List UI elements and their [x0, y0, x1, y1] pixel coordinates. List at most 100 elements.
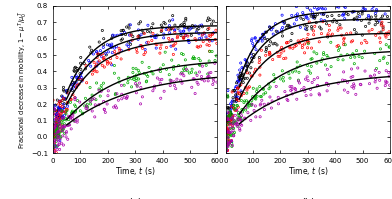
- Point: [54, 116, 60, 119]
- Point: [234, 117, 241, 120]
- Point: [71, 111, 77, 114]
- Point: [178, 23, 185, 26]
- Point: [258, 49, 265, 52]
- Point: [297, 26, 303, 29]
- Point: [224, 140, 230, 143]
- Point: [178, 79, 184, 82]
- Point: [101, 56, 107, 59]
- Point: [242, 117, 248, 120]
- Point: [169, 59, 175, 62]
- Point: [361, 9, 368, 12]
- Point: [55, 123, 62, 126]
- Point: [183, 17, 189, 20]
- Point: [56, 131, 63, 134]
- Point: [230, 104, 237, 107]
- Point: [302, 78, 309, 81]
- Point: [50, 164, 56, 167]
- Point: [54, 120, 60, 123]
- Point: [374, 9, 380, 13]
- Point: [252, 37, 258, 40]
- Point: [57, 119, 64, 122]
- Point: [192, 24, 198, 28]
- Point: [337, 2, 343, 6]
- Point: [322, 7, 328, 11]
- Point: [55, 121, 61, 124]
- Point: [213, 54, 220, 58]
- Point: [59, 111, 65, 114]
- Point: [296, 41, 302, 45]
- Point: [171, 84, 178, 87]
- Point: [379, 15, 386, 18]
- Point: [52, 153, 58, 156]
- Point: [246, 85, 252, 88]
- Point: [77, 109, 83, 112]
- Point: [52, 126, 58, 129]
- Point: [54, 130, 61, 133]
- Point: [71, 119, 77, 122]
- Point: [308, 15, 314, 18]
- Point: [52, 128, 58, 132]
- Point: [120, 29, 126, 32]
- Point: [227, 141, 233, 144]
- Point: [61, 122, 67, 125]
- Point: [307, 88, 314, 91]
- Point: [261, 35, 267, 39]
- Point: [178, 71, 185, 74]
- Point: [113, 45, 120, 48]
- Point: [54, 131, 61, 134]
- Point: [59, 110, 65, 113]
- Point: [226, 110, 232, 114]
- Point: [306, 69, 312, 72]
- Point: [301, 51, 308, 54]
- Point: [51, 107, 58, 110]
- Point: [67, 115, 73, 118]
- Point: [270, 58, 276, 61]
- Point: [234, 108, 240, 112]
- Point: [253, 48, 259, 51]
- Point: [354, 49, 360, 52]
- Point: [223, 135, 229, 138]
- Point: [69, 83, 76, 86]
- Point: [336, 26, 342, 29]
- Point: [258, 95, 265, 98]
- Point: [103, 52, 109, 55]
- Point: [319, 7, 326, 10]
- Point: [59, 105, 65, 108]
- Point: [242, 86, 249, 89]
- Point: [74, 69, 81, 72]
- Point: [231, 89, 237, 92]
- Point: [240, 77, 247, 81]
- Point: [167, 31, 173, 34]
- Point: [318, 6, 325, 10]
- Point: [308, 65, 314, 68]
- Point: [65, 118, 72, 121]
- Point: [205, 79, 211, 82]
- Point: [50, 107, 56, 110]
- Point: [225, 116, 231, 119]
- Point: [263, 91, 269, 94]
- Point: [304, 37, 310, 40]
- Point: [348, 56, 354, 59]
- Point: [373, 67, 379, 70]
- Point: [234, 97, 240, 100]
- Point: [60, 88, 67, 92]
- Point: [133, 67, 139, 70]
- Point: [51, 131, 57, 134]
- Point: [234, 85, 240, 88]
- Point: [196, 24, 203, 27]
- Point: [225, 134, 231, 137]
- Point: [275, 102, 281, 105]
- Point: [299, 44, 305, 47]
- Point: [233, 81, 240, 84]
- Point: [350, 75, 356, 78]
- Point: [343, 32, 350, 35]
- Point: [243, 108, 249, 112]
- Point: [154, 43, 160, 46]
- Point: [287, 25, 294, 28]
- Point: [359, 10, 366, 13]
- Point: [286, 25, 292, 28]
- Point: [54, 113, 61, 116]
- Point: [330, 20, 336, 23]
- Point: [354, 18, 361, 21]
- Point: [224, 145, 230, 148]
